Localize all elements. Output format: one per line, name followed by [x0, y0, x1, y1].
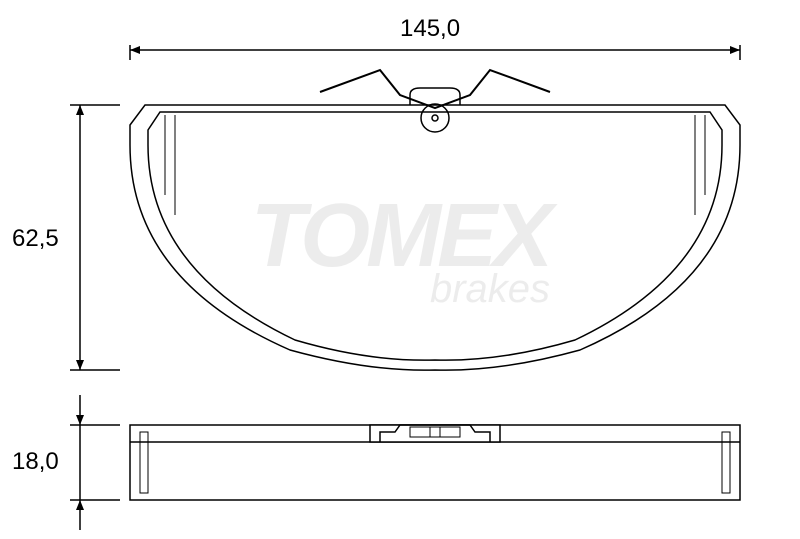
- technical-drawing: 145,0 62,5 18,0 TOMEX brakes: [0, 0, 800, 534]
- brake-pad-face-view: [130, 70, 740, 370]
- height-dimension-label: 62,5: [12, 225, 59, 253]
- width-dimension-label: 145,0: [400, 15, 460, 43]
- brake-pad-diagram: [0, 0, 800, 534]
- brake-pad-side-view: [130, 425, 740, 500]
- thickness-dimension-label: 18,0: [12, 448, 59, 476]
